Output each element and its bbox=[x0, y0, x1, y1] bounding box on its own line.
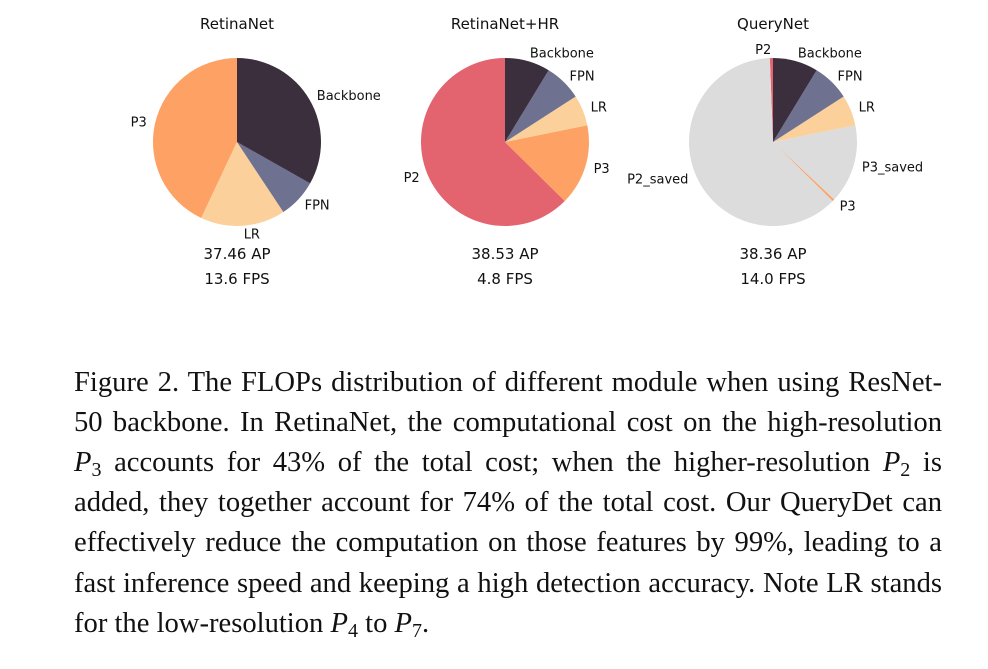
caption-math-p3: P3 bbox=[74, 447, 102, 481]
pie-slice-fpn bbox=[505, 70, 576, 142]
slice-label-p2: P2 bbox=[404, 171, 420, 186]
pie-slice-p2 bbox=[769, 58, 773, 142]
pie-slice-backbone bbox=[773, 58, 817, 142]
slice-label-lr: LR bbox=[859, 101, 875, 116]
caption-math-p7: P7 bbox=[394, 607, 423, 642]
caption-text-2: accounts for 43% of the total cost; when… bbox=[101, 447, 883, 478]
slice-label-lr: LR bbox=[244, 228, 260, 243]
pie-slice-lr bbox=[505, 96, 588, 142]
pie-chart-querynet: QueryNet P2 P2_saved P3 P3_saved LR FPN Backbon… bbox=[627, 15, 923, 288]
chart-title: RetinaNet bbox=[200, 15, 274, 33]
slice-label-fpn: FPN bbox=[570, 69, 595, 84]
caption-text-1: Figure 2. The FLOPs distribution of diff… bbox=[74, 366, 942, 438]
slice-label-p3: P3 bbox=[131, 115, 147, 130]
pie-slice-fpn bbox=[237, 142, 311, 213]
pie-slice-lr bbox=[201, 142, 284, 227]
pie-charts: RetinaNet P3 LR FPN Backbone 37.46 AP 13.6 FPS… bbox=[131, 15, 924, 288]
slice-label-backbone: Backbone bbox=[317, 89, 381, 104]
caption-math-p2: P2 bbox=[882, 447, 911, 481]
caption-math-p4: P4 bbox=[330, 607, 358, 642]
figure-caption: Figure 2. The FLOPs distribution of diff… bbox=[74, 363, 942, 644]
slice-label-p3: P3 bbox=[594, 162, 610, 177]
chart-title: RetinaNet+HR bbox=[451, 15, 559, 33]
pie-slice-p3 bbox=[505, 125, 590, 202]
math-subscript: 3 bbox=[91, 459, 102, 481]
math-subscript: 2 bbox=[900, 459, 911, 481]
fps-value: 13.6 FPS bbox=[204, 270, 269, 288]
slice-label-p3: P3 bbox=[840, 200, 856, 215]
caption-text-4: to bbox=[357, 607, 395, 639]
math-base: P bbox=[330, 607, 348, 639]
math-base: P bbox=[882, 447, 901, 478]
slice-label-p2: P2 bbox=[755, 43, 771, 58]
pie-slice-backbone bbox=[505, 58, 549, 142]
slice-label-backbone: Backbone bbox=[530, 47, 594, 62]
slice-label-fpn: FPN bbox=[305, 199, 330, 214]
pie-slice-p3 bbox=[773, 142, 835, 202]
pie-slice-fpn bbox=[773, 70, 844, 142]
fps-value: 4.8 FPS bbox=[477, 270, 533, 288]
pie-chart-retinanet-hr: RetinaNet+HR P2 P3 LR FPN Backbone 38.53 AP 4.8… bbox=[404, 15, 610, 288]
pie-chart-retinanet: RetinaNet P3 LR FPN Backbone 37.46 AP 13.6 FPS bbox=[131, 15, 381, 288]
caption-text-3: is added, they together account for 74% … bbox=[74, 447, 942, 639]
slice-label-fpn: FPN bbox=[838, 69, 863, 84]
ap-value: 37.46 AP bbox=[203, 245, 270, 263]
chart-title: QueryNet bbox=[737, 15, 809, 33]
pie-slice-p3 bbox=[152, 58, 237, 219]
pie-slice-p2-saved bbox=[688, 58, 833, 227]
slice-label-backbone: Backbone bbox=[798, 47, 862, 62]
slice-label-p2-saved: P2_saved bbox=[627, 173, 688, 188]
pie-slice-backbone bbox=[237, 57, 322, 184]
math-base: P bbox=[74, 447, 92, 478]
math-subscript: 4 bbox=[347, 619, 358, 642]
slice-label-p3-saved: P3_saved bbox=[862, 161, 923, 176]
fps-value: 14.0 FPS bbox=[740, 270, 805, 288]
caption-text-5: . bbox=[422, 607, 430, 639]
pie-slice-lr bbox=[773, 96, 856, 142]
ap-value: 38.53 AP bbox=[471, 245, 538, 263]
pie-slice-p2 bbox=[420, 58, 565, 226]
math-base: P bbox=[394, 607, 412, 639]
ap-value: 38.36 AP bbox=[739, 245, 806, 263]
slice-label-lr: LR bbox=[591, 101, 607, 116]
pie-slice-p3-saved bbox=[773, 125, 858, 200]
math-subscript: 7 bbox=[412, 619, 423, 642]
